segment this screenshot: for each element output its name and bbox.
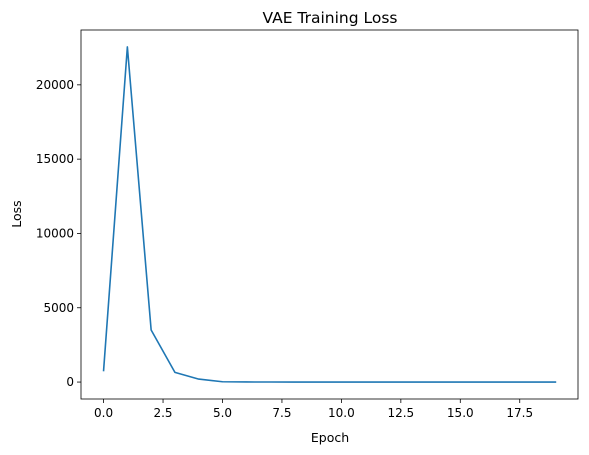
x-tick-label: 7.5 <box>272 406 291 420</box>
x-axis: 0.0 2.5 5.0 7.5 10.0 12.5 15.0 17.5 <box>94 399 533 420</box>
x-tick-label: 15.0 <box>447 406 474 420</box>
y-axis: 0 5000 10000 15000 20000 <box>36 78 81 389</box>
x-tick-label: 10.0 <box>328 406 355 420</box>
plot-background <box>81 30 578 399</box>
y-tick-label: 5000 <box>43 301 74 315</box>
plot-frame <box>80 29 579 400</box>
y-tick-label: 0 <box>66 375 74 389</box>
y-tick-label: 20000 <box>36 78 74 92</box>
y-tick-label: 15000 <box>36 152 74 166</box>
y-tick-label: 10000 <box>36 226 74 240</box>
x-tick-label: 2.5 <box>153 406 172 420</box>
x-axis-label: Epoch <box>311 430 349 445</box>
x-tick-label: 17.5 <box>506 406 533 420</box>
plot-area <box>81 30 578 399</box>
x-tick-label: 12.5 <box>387 406 414 420</box>
x-tick-label: 5.0 <box>213 406 232 420</box>
loss-series-line <box>102 46 557 383</box>
y-axis-label: Loss <box>9 200 24 227</box>
chart-title: VAE Training Loss <box>262 9 397 27</box>
x-tick-label: 0.0 <box>94 406 113 420</box>
